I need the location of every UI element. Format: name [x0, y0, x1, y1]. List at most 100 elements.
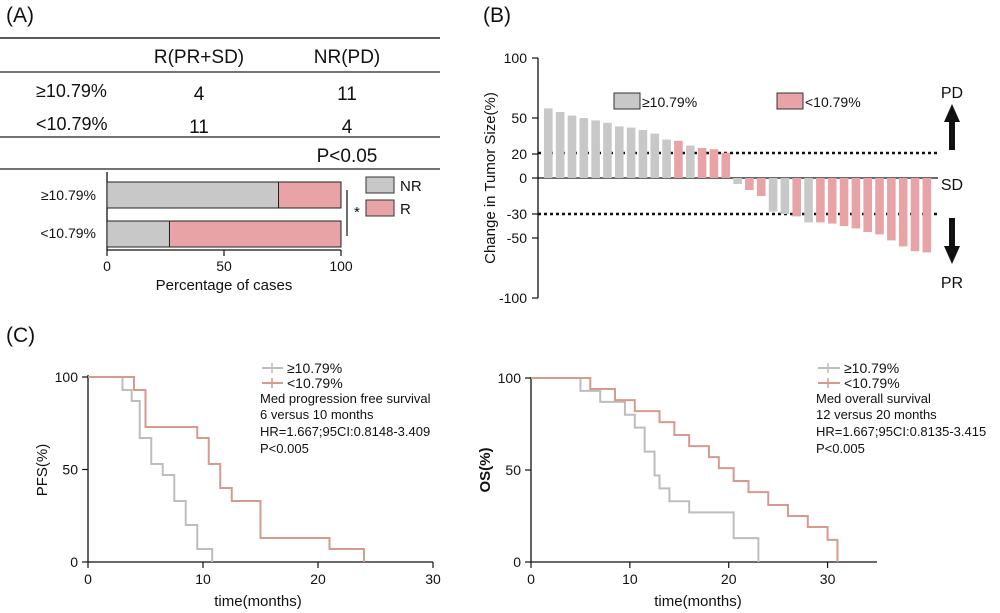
waterfall-bar	[887, 178, 896, 241]
pfs-annotation-1: Med progression free survival	[260, 391, 431, 406]
waterfall-legend-swatch-high	[613, 92, 641, 110]
table-header-nonresponders: NR(PD)	[314, 47, 381, 68]
waterfall-bar	[898, 178, 908, 247]
pr-arrow-down-icon	[944, 218, 960, 264]
panel-label-b: (B)	[483, 4, 511, 27]
os-x-tick-label: 0	[527, 571, 535, 587]
waterfall-y-tick-label: -30	[507, 206, 527, 222]
response-table: R(PR+SD) NR(PD) ≥10.79% 4 11 <10.79% 11 …	[0, 37, 440, 170]
pr-label: PR	[941, 275, 963, 292]
legend-label-nr: NR	[400, 178, 422, 195]
panel-label-c: (C)	[6, 324, 35, 347]
os-x-tick-label: 30	[820, 571, 836, 587]
waterfall-bar	[591, 120, 600, 178]
waterfall-bar	[662, 139, 671, 178]
os-annotation-1: Med overall survival	[816, 391, 931, 406]
waterfall-bar	[792, 178, 802, 217]
legend-swatch-nr	[365, 176, 395, 194]
os-annotation-2: 12 versus 20 months	[816, 407, 937, 422]
waterfall-bar	[839, 178, 849, 226]
pfs-annotation-2: 6 versus 10 months	[260, 407, 374, 422]
waterfall-bar	[614, 126, 624, 178]
waterfall-legend-swatch-low	[776, 92, 804, 110]
table-cell-low-r: 11	[189, 117, 209, 138]
pfs-legend-label-high: ≥10.79%	[287, 360, 342, 376]
waterfall-bar	[674, 140, 683, 178]
waterfall-bar	[685, 145, 695, 178]
os-y-tick-label: 50	[505, 462, 521, 478]
legend-label-r: R	[400, 201, 411, 218]
stacked-category-label-high: ≥10.79%	[41, 187, 96, 203]
significance-star: *	[354, 204, 360, 221]
pfs-kaplan-meier-chart: PFS(%) time(months) 0 10 20 30 0 50 100 ≥10.79…	[34, 360, 441, 610]
stacked-category-label-low: <10.79%	[40, 225, 96, 241]
os-kaplan-meier-chart: OS(%) time(months) 0 10 20 30 0 50 100 ≥10.79%…	[477, 360, 986, 610]
waterfall-bar	[567, 115, 577, 178]
waterfall-bar	[756, 178, 766, 196]
stacked-bar-nr-0	[106, 181, 280, 209]
waterfall-bar	[555, 112, 565, 178]
waterfall-bar	[733, 178, 742, 184]
waterfall-bar	[638, 130, 648, 178]
waterfall-bar	[910, 178, 920, 252]
waterfall-bar	[780, 178, 790, 214]
os-y-tick-label: 100	[498, 370, 522, 386]
stacked-x-tick-0: 0	[103, 258, 111, 274]
waterfall-bar	[863, 178, 873, 232]
table-cell-low-nr: 4	[342, 117, 353, 138]
waterfall-bar	[745, 178, 754, 190]
sd-label: SD	[941, 177, 963, 194]
waterfall-y-tick-label: 20	[511, 146, 527, 162]
waterfall-bar	[922, 178, 932, 253]
waterfall-legend-label-high: ≥10.79%	[642, 94, 697, 110]
stacked-bar-r-1	[168, 220, 342, 248]
table-cell-high-r: 4	[194, 84, 205, 105]
waterfall-bar	[827, 178, 837, 224]
waterfall-bar	[626, 127, 636, 178]
waterfall-bar	[650, 133, 660, 178]
table-row-label-high: ≥10.79%	[36, 81, 107, 101]
pd-label: PD	[941, 85, 963, 102]
waterfall-bar	[544, 108, 553, 178]
stacked-bar-r-0	[278, 181, 342, 209]
pfs-legend-label-low: <10.79%	[287, 375, 343, 391]
os-legend-label-high: ≥10.79%	[844, 360, 899, 376]
pfs-y-axis-label: PFS(%)	[34, 444, 51, 497]
waterfall-y-tick-label: 50	[511, 110, 527, 126]
os-annotation-3: HR=1.667;95CI:0.8135-3.415	[816, 424, 986, 439]
waterfall-bar	[875, 178, 884, 235]
legend-swatch-r	[365, 199, 395, 217]
os-x-tick-label: 20	[721, 571, 737, 587]
waterfall-legend-label-low: <10.79%	[805, 94, 861, 110]
waterfall-bar	[851, 178, 861, 229]
pfs-y-tick-label: 0	[70, 554, 78, 570]
os-legend-label-low: <10.79%	[844, 375, 900, 391]
os-survival-line-low	[531, 377, 839, 562]
waterfall-bar	[768, 178, 778, 212]
table-p-value: P<0.05	[317, 146, 378, 167]
stacked-bar-chart: ≥10.79% <10.79% 0 50 100 Percentage of c…	[40, 172, 422, 294]
stacked-x-tick-100: 100	[329, 258, 353, 274]
stacked-bar-nr-1	[106, 220, 170, 248]
os-y-tick-label: 0	[513, 554, 521, 570]
pd-arrow-up-icon	[944, 104, 960, 150]
waterfall-bar	[816, 178, 825, 223]
waterfall-bar	[579, 118, 589, 178]
stacked-x-axis-label: Percentage of cases	[156, 277, 293, 294]
waterfall-bar	[804, 178, 813, 223]
waterfall-bar	[603, 122, 612, 178]
waterfall-y-tick-label: -100	[499, 290, 527, 306]
pfs-annotation-3: HR=1.667;95CI:0.8148-3.409	[260, 424, 430, 439]
pfs-survival-line-high	[88, 376, 214, 562]
stacked-x-tick-50: 50	[216, 258, 232, 274]
pfs-y-tick-label: 100	[55, 369, 79, 385]
pfs-survival-line-low	[88, 376, 365, 562]
os-x-axis-label: time(months)	[654, 593, 742, 610]
pfs-annotation-4: P<0.005	[260, 441, 309, 456]
panel-label-a: (A)	[6, 4, 34, 27]
pfs-x-tick-label: 10	[195, 571, 211, 587]
os-survival-line-high	[531, 377, 760, 562]
pfs-y-tick-label: 50	[62, 462, 78, 478]
waterfall-bar	[709, 149, 719, 178]
